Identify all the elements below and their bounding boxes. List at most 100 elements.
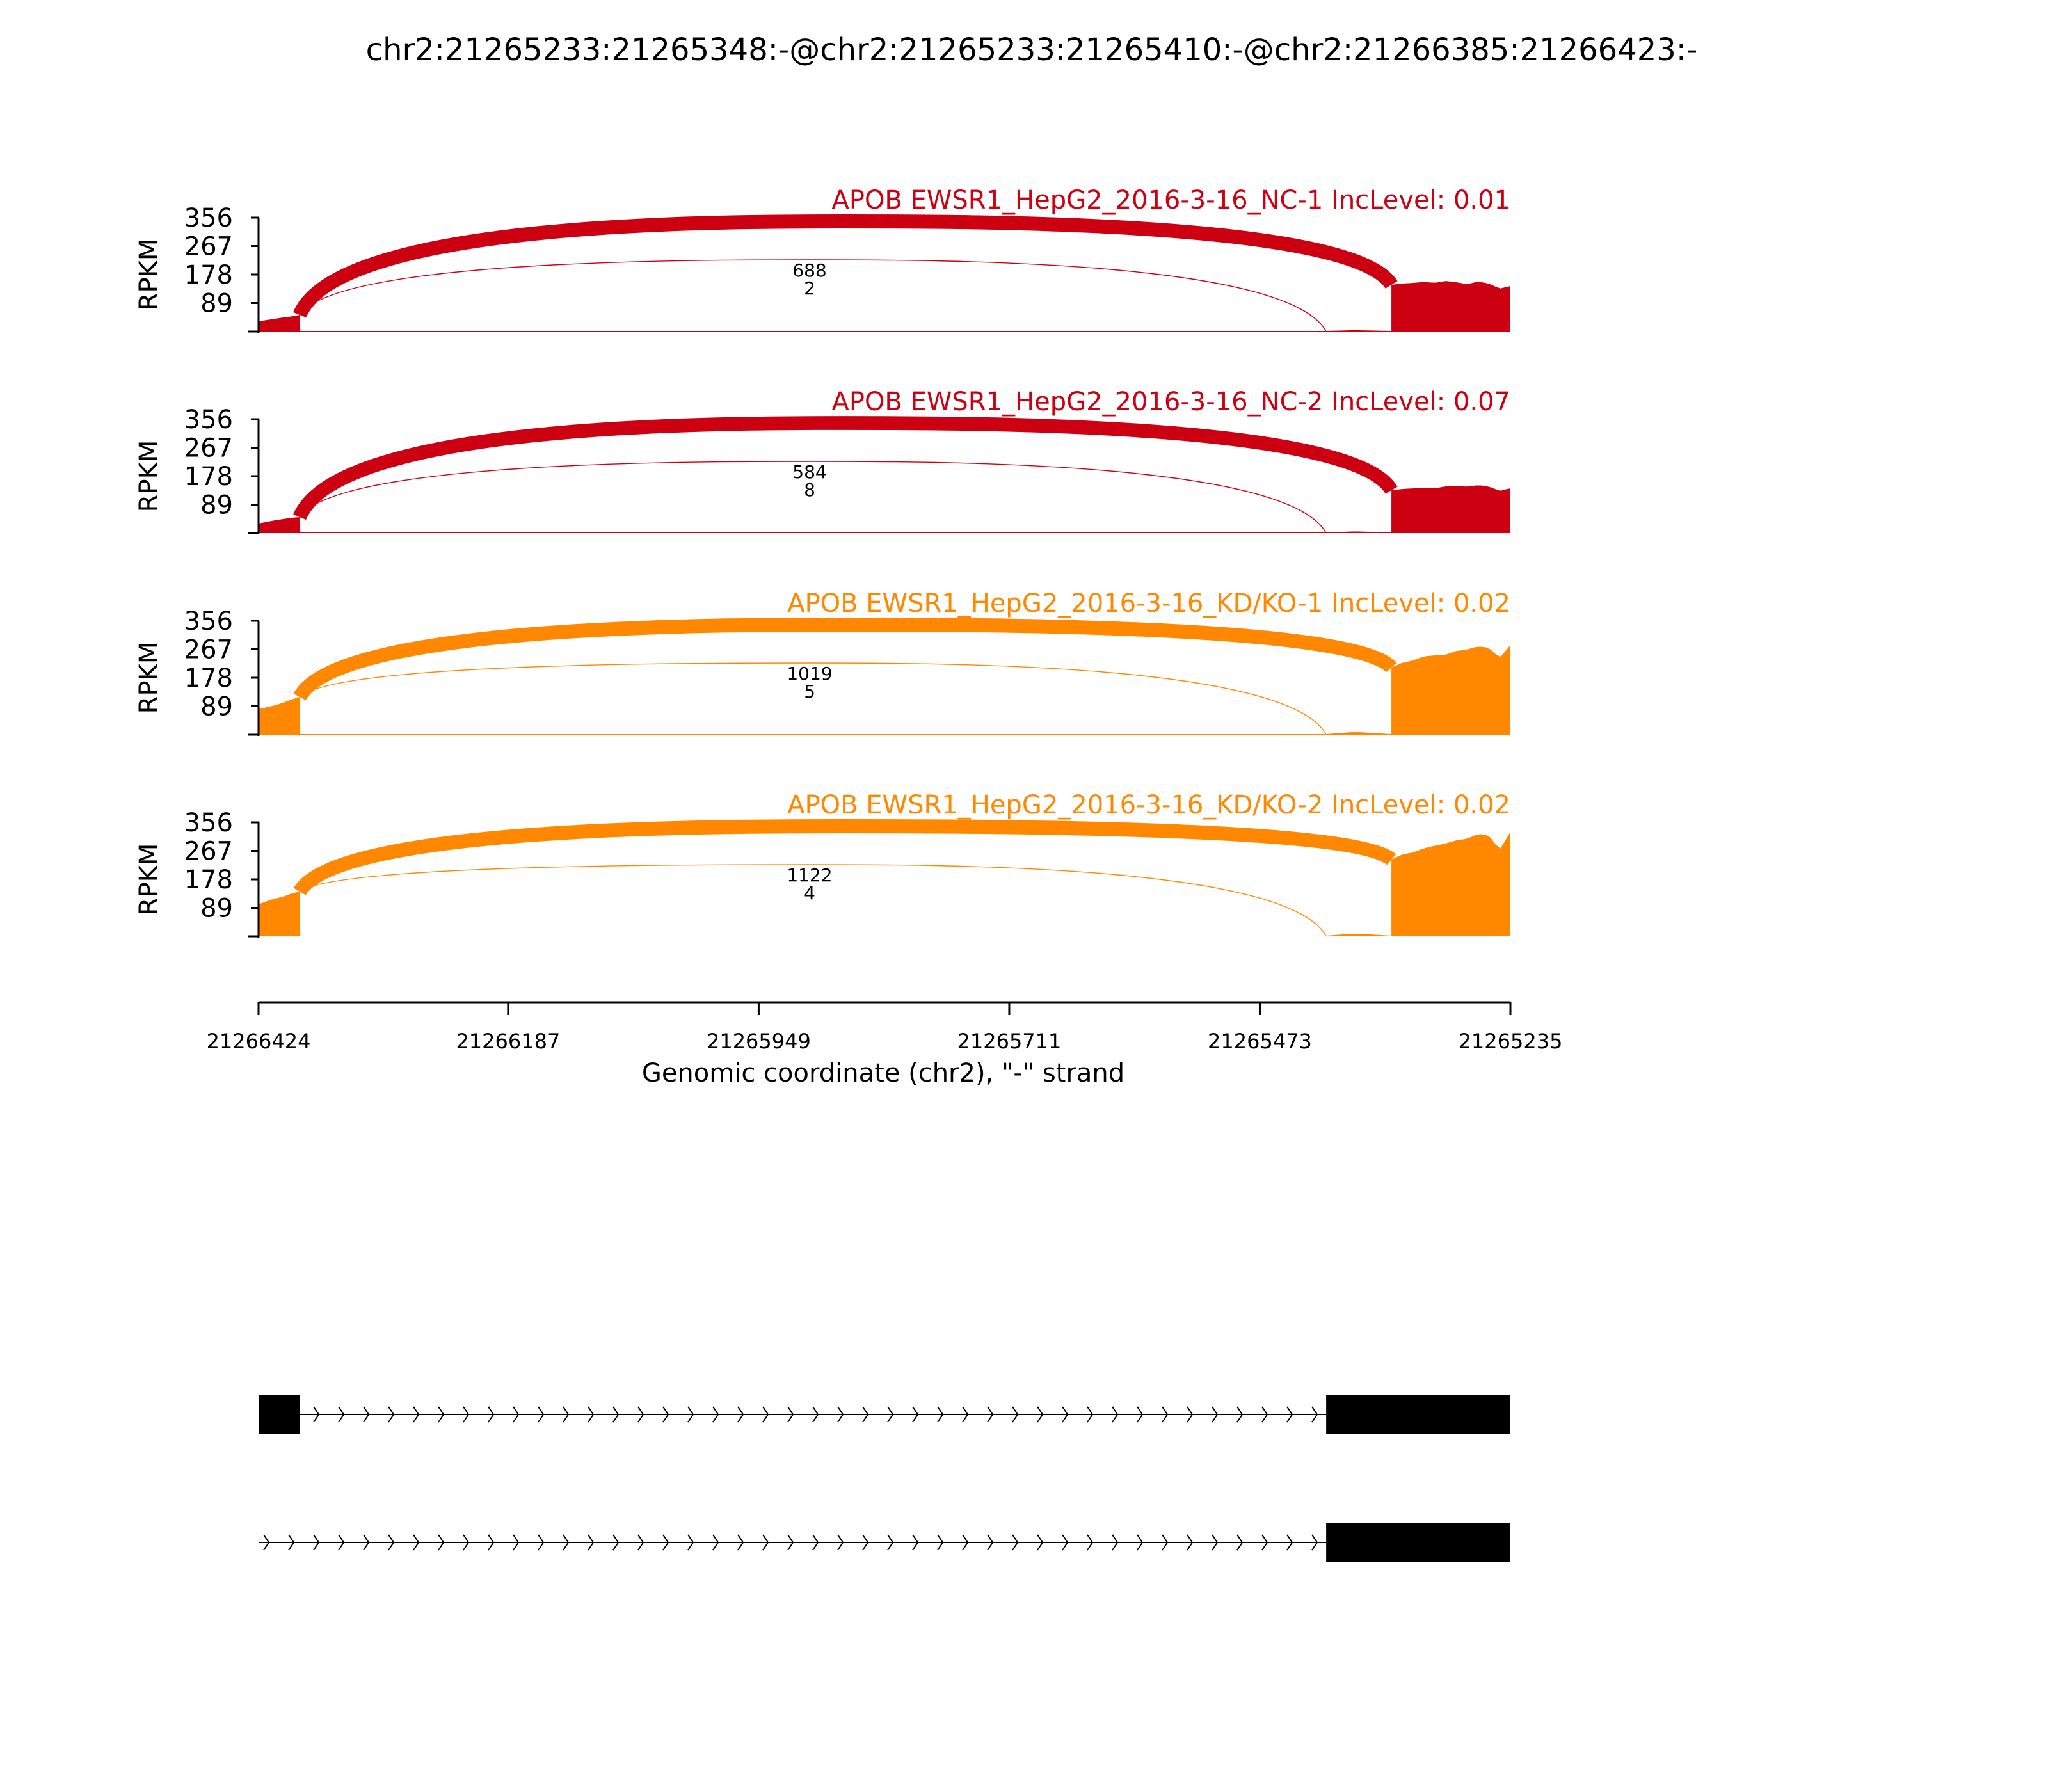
- strand-arrow: [438, 1406, 445, 1423]
- strand-arrow: [787, 1534, 794, 1551]
- strand-arrow: [862, 1534, 869, 1551]
- strand-arrow: [338, 1406, 345, 1423]
- sample-name: APOB EWSR1_HepG2_2016-3-16_NC-2 IncLevel…: [831, 387, 1510, 417]
- strand-arrow: [263, 1534, 270, 1551]
- strand-arrow: [1087, 1406, 1094, 1423]
- strand-arrow: [687, 1406, 694, 1423]
- strand-arrow: [1187, 1406, 1194, 1423]
- strand-arrow: [887, 1534, 894, 1551]
- strand-arrow: [887, 1406, 894, 1423]
- strand-arrow: [363, 1534, 370, 1551]
- isoform-2: [259, 1523, 1510, 1562]
- strand-arrow: [288, 1534, 295, 1551]
- y-axis-label: RPKM: [134, 239, 164, 311]
- strand-arrow: [987, 1534, 994, 1551]
- strand-arrow: [413, 1406, 420, 1423]
- strand-arrow: [313, 1406, 320, 1423]
- y-tick-label: 267: [184, 837, 233, 867]
- junction-label-bg: [789, 666, 830, 685]
- strand-arrow: [1162, 1406, 1169, 1423]
- strand-arrow: [912, 1534, 919, 1551]
- strand-arrow: [1311, 1534, 1318, 1551]
- junction-label-bg: [789, 482, 830, 501]
- strand-arrow: [1212, 1406, 1219, 1423]
- strand-arrow: [862, 1406, 869, 1423]
- strand-arrow: [812, 1534, 819, 1551]
- strand-arrow: [637, 1406, 644, 1423]
- strand-arrow: [837, 1406, 844, 1423]
- x-tick-label: 21265949: [707, 1029, 811, 1053]
- junction-label: 1019: [787, 663, 832, 684]
- strand-arrow: [612, 1406, 620, 1423]
- strand-arrow: [1286, 1534, 1293, 1551]
- exon-block: [1326, 1395, 1510, 1434]
- junction-arc: [293, 416, 1398, 520]
- junction-label-bg: [789, 464, 830, 483]
- junction-label-bg: [789, 684, 830, 703]
- y-tick-label: 267: [184, 232, 233, 262]
- y-tick-label: 178: [184, 865, 233, 895]
- coverage-area: [259, 485, 1510, 533]
- sample-name: APOB EWSR1_HepG2_2016-3-16_NC-1 IncLevel…: [831, 186, 1510, 215]
- strand-arrow: [987, 1406, 994, 1423]
- strand-arrow: [687, 1534, 694, 1551]
- y-tick-label: 178: [184, 664, 233, 693]
- junction-label: 688: [792, 260, 826, 281]
- strand-arrow: [637, 1534, 644, 1551]
- strand-arrow: [837, 1534, 844, 1551]
- strand-arrow: [588, 1534, 595, 1551]
- junction-label-bg: [789, 280, 830, 300]
- strand-arrow: [463, 1534, 470, 1551]
- x-tick-label: 21266424: [207, 1029, 311, 1053]
- y-tick-label: 356: [184, 405, 233, 435]
- strand-arrow: [762, 1406, 769, 1423]
- strand-arrow: [912, 1406, 919, 1423]
- strand-arrow: [488, 1406, 495, 1423]
- strand-arrow: [513, 1534, 520, 1551]
- y-tick-label: 356: [184, 204, 233, 233]
- x-tick-label: 21265711: [957, 1029, 1062, 1053]
- strand-arrow: [812, 1406, 819, 1423]
- y-tick-label: 178: [184, 260, 233, 290]
- strand-arrow: [1037, 1534, 1044, 1551]
- strand-arrow: [538, 1534, 545, 1551]
- junction-arc: [292, 214, 1398, 318]
- x-tick-label: 21265235: [1459, 1029, 1563, 1053]
- strand-arrow: [962, 1406, 969, 1423]
- strand-arrow: [1261, 1534, 1268, 1551]
- strand-arrow: [1062, 1534, 1069, 1551]
- strand-arrow: [363, 1406, 370, 1423]
- strand-arrow: [1311, 1406, 1318, 1423]
- y-tick-label: 89: [200, 491, 233, 520]
- coverage-area: [259, 281, 1510, 332]
- strand-arrow: [1112, 1406, 1119, 1423]
- junction-label: 5: [804, 681, 815, 702]
- y-tick-label: 356: [184, 808, 233, 838]
- sample-name: APOB EWSR1_HepG2_2016-3-16_KD/KO-2 IncLe…: [787, 790, 1510, 820]
- junction-arc: [293, 617, 1397, 701]
- strand-arrow: [762, 1534, 769, 1551]
- x-tick-label: 21266187: [456, 1029, 560, 1053]
- y-axis-label: RPKM: [134, 440, 164, 513]
- strand-arrow: [438, 1534, 445, 1551]
- coverage-area: [259, 645, 1510, 735]
- strand-arrow: [662, 1406, 669, 1423]
- strand-arrow: [937, 1406, 944, 1423]
- chart-title: chr2:21265233:21265348:-@chr2:21265233:2…: [366, 32, 1698, 68]
- junction-arc: [293, 819, 1396, 896]
- strand-arrow: [513, 1406, 520, 1423]
- x-tick-label: 21265473: [1208, 1029, 1312, 1053]
- y-tick-label: 267: [184, 434, 233, 463]
- strand-arrow: [962, 1534, 969, 1551]
- strand-arrow: [1236, 1534, 1244, 1551]
- junction-arc: [299, 864, 1327, 937]
- strand-arrow: [937, 1534, 944, 1551]
- junction-label: 1122: [787, 865, 832, 886]
- junction-label-bg: [789, 262, 830, 282]
- strand-arrow: [662, 1534, 669, 1551]
